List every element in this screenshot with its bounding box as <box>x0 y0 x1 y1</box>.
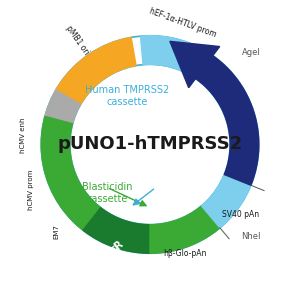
Text: hβ-Glo-pAn: hβ-Glo-pAn <box>164 249 207 258</box>
Text: Blasticidin
cassette: Blasticidin cassette <box>82 182 132 204</box>
Polygon shape <box>42 156 84 207</box>
Polygon shape <box>140 36 212 79</box>
Text: pUNO1-hTMPRSS2: pUNO1-hTMPRSS2 <box>57 136 243 153</box>
Text: Human TMPRSS2
cassette: Human TMPRSS2 cassette <box>85 85 169 107</box>
Text: AgeI: AgeI <box>242 49 260 58</box>
Polygon shape <box>202 175 251 228</box>
Polygon shape <box>196 55 259 185</box>
Polygon shape <box>150 206 220 253</box>
Polygon shape <box>83 208 150 253</box>
Polygon shape <box>170 41 220 88</box>
Polygon shape <box>45 90 81 124</box>
Text: hCMV enh: hCMV enh <box>20 118 26 153</box>
Text: NheI: NheI <box>242 231 261 240</box>
Text: hTMPRSS2: hTMPRSS2 <box>255 121 282 180</box>
Polygon shape <box>61 190 101 230</box>
Polygon shape <box>56 37 136 104</box>
Text: EM7: EM7 <box>54 224 60 239</box>
Text: hCMV prom: hCMV prom <box>28 170 34 210</box>
Text: BsR: BsR <box>102 243 123 263</box>
Text: hEF-1α-HTLV prom: hEF-1α-HTLV prom <box>148 7 217 39</box>
Polygon shape <box>41 116 73 160</box>
Text: SV40 pAn: SV40 pAn <box>222 210 259 219</box>
Text: pMB1 ori: pMB1 ori <box>64 24 90 57</box>
Text: BsR: BsR <box>103 238 125 259</box>
